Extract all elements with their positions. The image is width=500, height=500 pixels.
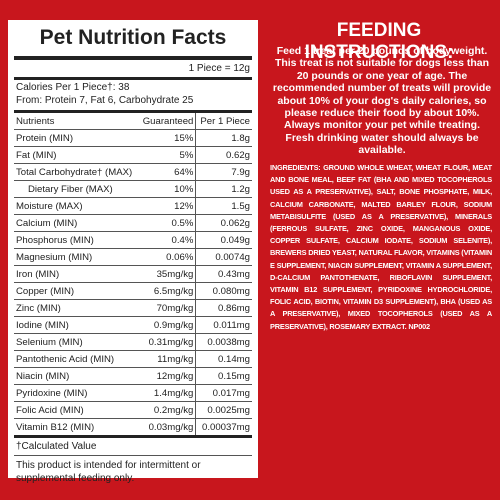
nutrient-cell: 11mg/kg xyxy=(138,350,197,368)
nutrient-row: Vitamin B12 (MIN) 0.03mg/kg 0.00037mg xyxy=(14,418,252,436)
nutrition-panel: Pet Nutrition Facts 1 Piece = 12g Calori… xyxy=(8,20,258,484)
nutrient-cell: 0.86mg xyxy=(195,299,252,317)
nutrient-row: Calcium (MIN) 0.5% 0.062g xyxy=(14,214,252,232)
nutrient-cell: Phosphorus (MIN) xyxy=(14,231,139,249)
nutrient-cell: Zinc (MIN) xyxy=(14,299,139,317)
nutrient-cell: 15% xyxy=(138,129,197,147)
nutrient-cell: 10% xyxy=(138,180,197,198)
nutrient-cell: 0.5% xyxy=(138,214,197,232)
nutrient-cell: 0.0025mg xyxy=(195,401,252,419)
nutrient-table: Nutrients Guaranteed Per 1 Piece Protein (M… xyxy=(14,113,252,436)
nutrient-cell: Dietary Fiber (MAX) xyxy=(14,180,139,198)
nutrient-cell: 0.4% xyxy=(138,231,197,249)
feeding-text: Feed 1 treat per 20 pounds of bodyweight… xyxy=(272,45,492,157)
nutrient-cell: 12mg/kg xyxy=(138,367,197,385)
nutrient-row: Pyridoxine (MIN) 1.4mg/kg 0.017mg xyxy=(14,384,252,402)
nutrient-cell: Magnesium (MIN) xyxy=(14,248,139,266)
nutrient-cell: 0.06% xyxy=(138,248,197,266)
header-cell: Nutrients xyxy=(14,113,139,130)
nutrient-cell: Protein (MIN) xyxy=(14,129,139,147)
nutrient-cell: Total Carbohydrate† (MAX) xyxy=(14,163,139,181)
nutrient-row: Zinc (MIN) 70mg/kg 0.86mg xyxy=(14,299,252,317)
nutrient-row: Niacin (MIN) 12mg/kg 0.15mg xyxy=(14,367,252,385)
nutrient-cell: Vitamin B12 (MIN) xyxy=(14,418,139,436)
nutrient-cell: 0.2mg/kg xyxy=(138,401,197,419)
nutrient-row: Copper (MIN) 6.5mg/kg 0.080mg xyxy=(14,282,252,300)
nutrient-cell: Selenium (MIN) xyxy=(14,333,139,351)
nutrient-cell: 1.5g xyxy=(195,197,252,215)
nutrient-cell: 0.049g xyxy=(195,231,252,249)
nutrient-row: Iron (MIN) 35mg/kg 0.43mg xyxy=(14,265,252,283)
nutrient-row: Total Carbohydrate† (MAX) 64% 7.9g xyxy=(14,163,252,181)
table-header: Nutrients Guaranteed Per 1 Piece xyxy=(14,113,252,130)
nutrient-row: Moisture (MAX) 12% 1.5g xyxy=(14,197,252,215)
nutrient-cell: 1.2g xyxy=(195,180,252,198)
header-cell: Guaranteed xyxy=(138,113,197,130)
nutrient-cell: Fat (MIN) xyxy=(14,146,139,164)
nutrient-cell: Pyridoxine (MIN) xyxy=(14,384,139,402)
nutrient-cell: 0.03mg/kg xyxy=(138,418,197,436)
nutrient-row: Pantothenic Acid (MIN) 11mg/kg 0.14mg xyxy=(14,350,252,368)
calories: Calories Per 1 Piece†: 38 xyxy=(16,82,130,93)
nutrient-cell: 64% xyxy=(138,163,197,181)
nutrient-cell: 0.0038mg xyxy=(195,333,252,351)
nutrient-cell: 7.9g xyxy=(195,163,252,181)
nutrient-cell: 1.4mg/kg xyxy=(138,384,197,402)
nutrient-cell: 70mg/kg xyxy=(138,299,197,317)
nutrient-cell: Iron (MIN) xyxy=(14,265,139,283)
nutrient-cell: 0.15mg xyxy=(195,367,252,385)
nutrient-cell: 35mg/kg xyxy=(138,265,197,283)
nutrient-row: Magnesium (MIN) 0.06% 0.0074g xyxy=(14,248,252,266)
nutrient-cell: 0.43mg xyxy=(195,265,252,283)
nutrient-cell: 5% xyxy=(138,146,197,164)
nutrient-cell: 0.00037mg xyxy=(195,418,252,436)
nutrient-cell: 0.62g xyxy=(195,146,252,164)
nutrient-row: Protein (MIN) 15% 1.8g xyxy=(14,129,252,147)
nutrient-cell: 12% xyxy=(138,197,197,215)
ingredients: INGREDIENTS: GROUND WHOLE WHEAT, WHEAT F… xyxy=(270,162,492,333)
feeding-heading: FEEDING INSTRUCTIONS: xyxy=(304,20,454,63)
nutrient-cell: Calcium (MIN) xyxy=(14,214,139,232)
calories-from: From: Protein 7, Fat 6, Carbohydrate 25 xyxy=(14,93,252,113)
nutrient-cell: 0.9mg/kg xyxy=(138,316,197,334)
footnote: †Calculated Value xyxy=(14,435,252,456)
nutrient-cell: 0.017mg xyxy=(195,384,252,402)
ingredients-text: GROUND WHOLE WHEAT, WHEAT FLOUR, MEAT AN… xyxy=(270,163,493,331)
ingredients-label: INGREDIENTS: xyxy=(270,163,321,172)
nutrient-cell: Pantothenic Acid (MIN) xyxy=(14,350,139,368)
nutrient-cell: 0.062g xyxy=(195,214,252,232)
nutrient-cell: 0.080mg xyxy=(195,282,252,300)
nutrient-cell: Iodine (MIN) xyxy=(14,316,139,334)
nutrient-cell: 0.011mg xyxy=(195,316,252,334)
nutrient-row: Selenium (MIN) 0.31mg/kg 0.0038mg xyxy=(14,333,252,351)
nutrient-cell: 0.31mg/kg xyxy=(138,333,197,351)
nutrition-title: Pet Nutrition Facts xyxy=(14,26,252,60)
nutrient-row: Dietary Fiber (MAX) 10% 1.2g xyxy=(14,180,252,198)
serving-size: 1 Piece = 12g xyxy=(14,60,252,80)
product-code: NP002 xyxy=(408,321,430,331)
nutrient-cell: Copper (MIN) xyxy=(14,282,139,300)
feeding-note: This product is intended for intermitten… xyxy=(16,460,201,484)
nutrient-cell: 0.0074g xyxy=(195,248,252,266)
nutrient-row: Iodine (MIN) 0.9mg/kg 0.011mg xyxy=(14,316,252,334)
header-cell: Per 1 Piece xyxy=(195,113,252,130)
nutrient-cell: Niacin (MIN) xyxy=(14,367,139,385)
nutrient-row: Phosphorus (MIN) 0.4% 0.049g xyxy=(14,231,252,249)
nutrient-cell: 6.5mg/kg xyxy=(138,282,197,300)
nutrient-cell: Folic Acid (MIN) xyxy=(14,401,139,419)
nutrient-cell: Moisture (MAX) xyxy=(14,197,139,215)
nutrient-cell: 1.8g xyxy=(195,129,252,147)
nutrient-row: Folic Acid (MIN) 0.2mg/kg 0.0025mg xyxy=(14,401,252,419)
nutrient-cell: 0.14mg xyxy=(195,350,252,368)
nutrient-row: Fat (MIN) 5% 0.62g xyxy=(14,146,252,164)
